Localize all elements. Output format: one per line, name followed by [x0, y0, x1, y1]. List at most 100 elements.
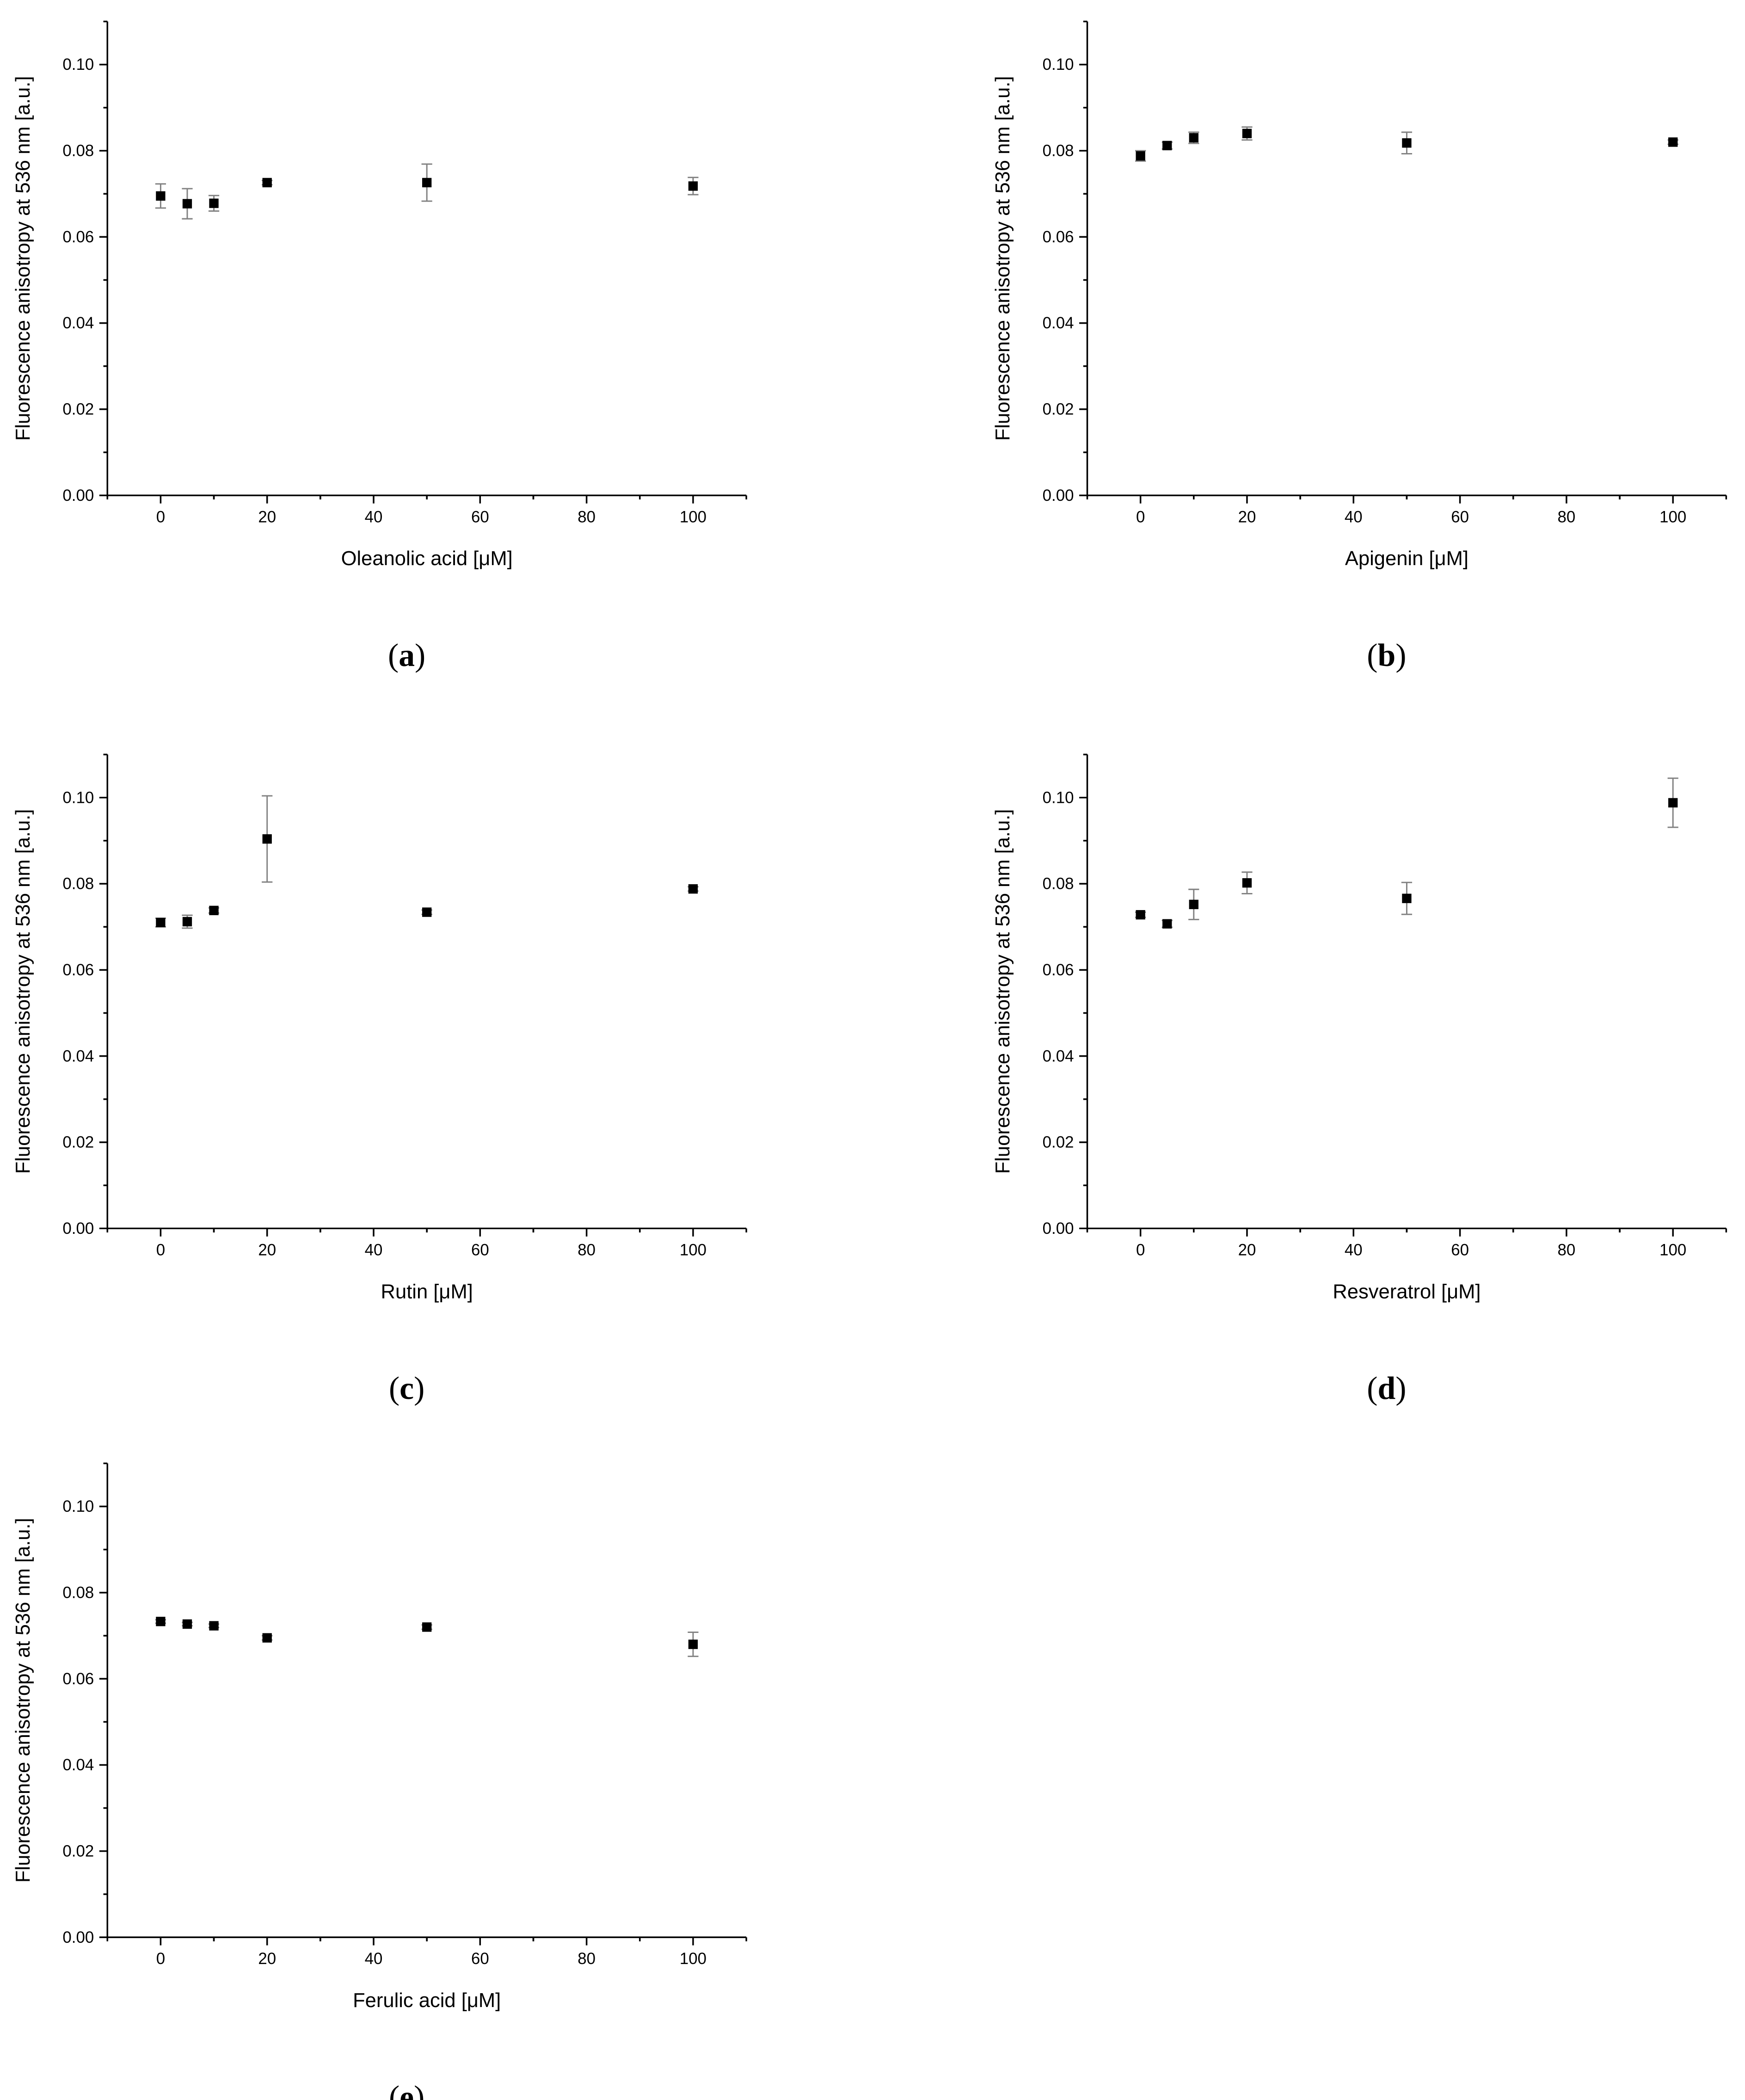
y-tick-label: 0.02	[1043, 1133, 1074, 1152]
y-tick-label: 0.08	[62, 875, 94, 893]
point	[688, 1639, 698, 1649]
y-tick-label: 0.06	[62, 228, 94, 246]
y-tick-label: 0.00	[1043, 487, 1074, 505]
y-tick-label: 0.06	[62, 1670, 94, 1688]
y-tick-label: 0.04	[1043, 314, 1074, 332]
x-tick-label: 40	[1345, 1241, 1363, 1259]
y-tick-label: 0.02	[62, 400, 94, 419]
point	[422, 1622, 432, 1632]
point	[262, 178, 272, 188]
x-tick-label: 80	[578, 1950, 596, 1968]
point	[1162, 141, 1172, 150]
y-axis-label: Fluorescence anisotropy at 536 nm [a.u.]	[12, 1518, 34, 1883]
point	[1189, 899, 1198, 909]
point	[1242, 878, 1252, 888]
x-tick-label: 40	[365, 1950, 383, 1968]
y-axis-label: Fluorescence anisotropy at 536 nm [a.u.]	[992, 76, 1014, 441]
point	[262, 834, 272, 844]
y-tick-label: 0.00	[62, 1219, 94, 1238]
point	[156, 918, 166, 928]
point	[1189, 133, 1198, 143]
caption: (d)	[1367, 1371, 1406, 1406]
x-axis-label: Apigenin [μM]	[1345, 548, 1469, 570]
y-tick-label: 0.02	[62, 1133, 94, 1152]
y-tick-label: 0.08	[1043, 142, 1074, 160]
point	[156, 191, 166, 201]
y-axis-label: Fluorescence anisotropy at 536 nm [a.u.]	[12, 76, 34, 441]
x-tick-label: 20	[258, 508, 276, 526]
x-tick-label: 0	[156, 508, 165, 526]
x-tick-label: 40	[1345, 508, 1363, 526]
y-tick-label: 0.10	[62, 788, 94, 807]
x-axis-label: Resveratrol [μM]	[1333, 1281, 1481, 1303]
point	[209, 905, 219, 915]
x-tick-label: 60	[471, 1241, 489, 1259]
point	[182, 1619, 192, 1629]
y-tick-label: 0.06	[62, 961, 94, 979]
x-tick-label: 20	[1238, 1241, 1256, 1259]
point	[182, 199, 192, 209]
point	[1242, 129, 1252, 138]
x-tick-label: 0	[1136, 1241, 1145, 1259]
y-tick-label: 0.04	[1043, 1047, 1074, 1065]
x-tick-label: 40	[365, 508, 383, 526]
y-tick-label: 0.04	[62, 1756, 94, 1774]
x-tick-label: 0	[156, 1241, 165, 1259]
point	[1162, 919, 1172, 929]
x-tick-label: 0	[1136, 508, 1145, 526]
point	[209, 198, 219, 208]
point	[156, 1617, 166, 1626]
y-tick-label: 0.10	[62, 55, 94, 74]
point	[209, 1621, 219, 1631]
point	[688, 181, 698, 191]
x-tick-label: 40	[365, 1241, 383, 1259]
y-tick-label: 0.10	[1043, 788, 1074, 807]
point	[1402, 138, 1412, 148]
point	[182, 917, 192, 927]
x-tick-label: 60	[1451, 1241, 1469, 1259]
x-tick-label: 60	[1451, 508, 1469, 526]
y-axis-label: Fluorescence anisotropy at 536 nm [a.u.]	[992, 809, 1014, 1174]
y-tick-label: 0.02	[1043, 400, 1074, 419]
caption: (a)	[388, 638, 425, 673]
x-tick-label: 100	[1659, 1241, 1686, 1259]
x-axis-label: Ferulic acid [μM]	[353, 1989, 501, 2012]
x-tick-label: 60	[471, 1950, 489, 1968]
x-tick-label: 100	[680, 1241, 707, 1259]
x-tick-label: 0	[156, 1950, 165, 1968]
y-tick-label: 0.02	[62, 1842, 94, 1860]
caption: (e)	[389, 2080, 424, 2100]
y-tick-label: 0.04	[62, 1047, 94, 1065]
point	[422, 907, 432, 917]
point	[262, 1633, 272, 1643]
y-tick-label: 0.10	[62, 1497, 94, 1515]
point	[688, 884, 698, 894]
x-tick-label: 80	[1558, 508, 1576, 526]
x-tick-label: 60	[471, 508, 489, 526]
x-tick-label: 100	[680, 1950, 707, 1968]
x-axis-label: Rutin [μM]	[381, 1281, 473, 1303]
x-tick-label: 100	[680, 508, 707, 526]
y-tick-label: 0.06	[1043, 228, 1074, 246]
y-tick-label: 0.00	[62, 487, 94, 505]
point	[422, 178, 432, 188]
caption: (b)	[1367, 638, 1406, 673]
y-tick-label: 0.08	[62, 142, 94, 160]
x-axis-label: Oleanolic acid [μM]	[341, 548, 513, 570]
caption: (c)	[389, 1371, 424, 1406]
x-tick-label: 100	[1659, 508, 1686, 526]
point	[1136, 151, 1145, 161]
y-axis-label: Fluorescence anisotropy at 536 nm [a.u.]	[12, 809, 34, 1174]
point	[1402, 893, 1412, 903]
y-tick-label: 0.06	[1043, 961, 1074, 979]
x-tick-label: 20	[258, 1241, 276, 1259]
x-tick-label: 20	[258, 1950, 276, 1968]
y-tick-label: 0.00	[1043, 1219, 1074, 1238]
y-tick-label: 0.04	[62, 314, 94, 332]
y-tick-label: 0.08	[62, 1583, 94, 1601]
x-tick-label: 80	[578, 508, 596, 526]
x-tick-label: 20	[1238, 508, 1256, 526]
point	[1668, 798, 1678, 808]
